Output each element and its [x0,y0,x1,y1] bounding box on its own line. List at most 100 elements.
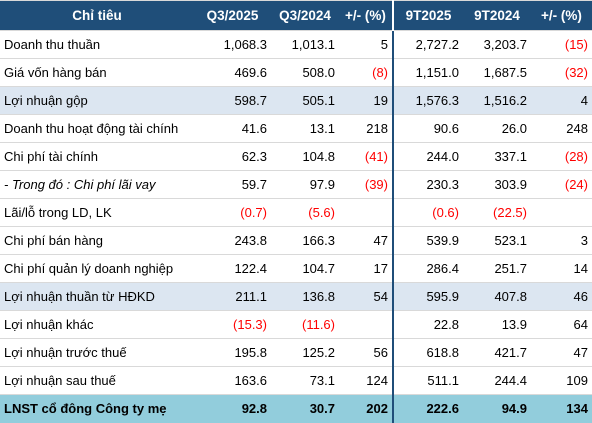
header-q-change: +/- (%) [339,0,393,31]
header-q3-2024: Q3/2024 [271,0,339,31]
cell-q3-2024: 97.9 [271,170,339,199]
cell-q3-2024: 1,013.1 [271,30,339,59]
cell-q3-2025: 92.8 [194,394,271,423]
table-row: Chi phí quản lý doanh nghiệp 122.4 104.7 17… [0,254,592,283]
cell-9t-change: (24) [531,170,592,199]
cell-q-change: 5 [339,30,393,59]
cell-9t2024: 94.9 [463,394,531,423]
cell-9t2024: 251.7 [463,254,531,283]
cell-q3-2024: 508.0 [271,58,339,87]
cell-q3-2025: 163.6 [194,366,271,395]
table-row: - Trong đó : Chi phí lãi vay 59.7 97.9 (39)… [0,170,592,199]
table-body: Doanh thu thuần 1,068.3 1,013.1 5 2,727.2 3,2… [0,30,592,423]
table-row: Lợi nhuận sau thuế 163.6 73.1 124 511.1 244.4… [0,366,592,395]
cell-q3-2025: (15.3) [194,310,271,339]
cell-q-change [339,310,393,339]
cell-q3-2025: (0.7) [194,198,271,227]
cell-9t2024: 13.9 [463,310,531,339]
cell-9t2024: 523.1 [463,226,531,255]
cell-9t-change [531,198,592,227]
row-label: Chi phí quản lý doanh nghiệp [0,254,194,283]
cell-q-change: 124 [339,366,393,395]
table-row: Chi phí tài chính 62.3 104.8 (41) 244.0 337.1… [0,142,592,171]
header-9t2024: 9T2024 [463,0,531,31]
header-9t-change: +/- (%) [531,0,592,31]
cell-q3-2025: 41.6 [194,114,271,143]
row-label: Lãi/lỗ trong LD, LK [0,198,194,227]
cell-9t2024: 1,516.2 [463,86,531,115]
header-9t2025: 9T2025 [392,0,463,31]
table-row: LNST cổ đông Công ty mẹ 92.8 30.7 202 222.6 9… [0,394,592,423]
cell-q3-2024: 73.1 [271,366,339,395]
cell-9t2025: 511.1 [392,366,463,395]
cell-9t2025: 22.8 [392,310,463,339]
cell-9t-change: 3 [531,226,592,255]
row-label: Lợi nhuận gộp [0,86,194,115]
cell-9t-change: (28) [531,142,592,171]
cell-9t2025: 2,727.2 [392,30,463,59]
row-label: LNST cổ đông Công ty mẹ [0,394,194,423]
cell-9t2025: 1,576.3 [392,86,463,115]
cell-9t2025: 618.8 [392,338,463,367]
cell-q3-2025: 243.8 [194,226,271,255]
cell-q3-2024: 13.1 [271,114,339,143]
cell-q3-2025: 195.8 [194,338,271,367]
cell-q3-2025: 211.1 [194,282,271,311]
cell-9t2024: 421.7 [463,338,531,367]
header-q3-2025: Q3/2025 [194,0,271,31]
cell-9t2024: 3,203.7 [463,30,531,59]
cell-q-change [339,198,393,227]
row-label: Doanh thu thuần [0,30,194,59]
cell-9t2025: 1,151.0 [392,58,463,87]
table-row: Doanh thu hoạt động tài chính 41.6 13.1 218… [0,114,592,143]
table-row: Chi phí bán hàng 243.8 166.3 47 539.9 523.1 3 [0,226,592,255]
cell-9t2024: 337.1 [463,142,531,171]
row-label: - Trong đó : Chi phí lãi vay [0,170,194,199]
cell-9t-change: 64 [531,310,592,339]
cell-q-change: 47 [339,226,393,255]
cell-9t2024: 303.9 [463,170,531,199]
cell-9t-change: 248 [531,114,592,143]
cell-q-change: 54 [339,282,393,311]
cell-q3-2025: 469.6 [194,58,271,87]
cell-q-change: (8) [339,58,393,87]
cell-9t-change: 134 [531,394,592,423]
cell-q-change: (39) [339,170,393,199]
cell-9t-change: 14 [531,254,592,283]
row-label: Giá vốn hàng bán [0,58,194,87]
cell-9t2025: 222.6 [392,394,463,423]
cell-9t2024: 26.0 [463,114,531,143]
cell-q-change: 19 [339,86,393,115]
table-row: Lợi nhuận thuần từ HĐKD 211.1 136.8 54 595.9… [0,282,592,311]
cell-q3-2025: 598.7 [194,86,271,115]
table-row: Doanh thu thuần 1,068.3 1,013.1 5 2,727.2 3,2… [0,30,592,59]
cell-9t2025: 244.0 [392,142,463,171]
cell-q3-2024: 166.3 [271,226,339,255]
cell-9t2025: 90.6 [392,114,463,143]
cell-9t2025: 539.9 [392,226,463,255]
table-row: Lợi nhuận khác (15.3) (11.6) 22.8 13.9 64 [0,310,592,339]
cell-q-change: 202 [339,394,393,423]
cell-q3-2025: 1,068.3 [194,30,271,59]
cell-q3-2025: 59.7 [194,170,271,199]
cell-q3-2025: 62.3 [194,142,271,171]
cell-9t-change: 46 [531,282,592,311]
cell-9t2025: 286.4 [392,254,463,283]
table-row: Giá vốn hàng bán 469.6 508.0 (8) 1,151.0 1,68… [0,58,592,87]
cell-q3-2024: 30.7 [271,394,339,423]
table-row: Lợi nhuận trước thuế 195.8 125.2 56 618.8 421… [0,338,592,367]
cell-9t2025: 595.9 [392,282,463,311]
row-label: Lợi nhuận trước thuế [0,338,194,367]
cell-9t2024: 407.8 [463,282,531,311]
row-label: Chi phí bán hàng [0,226,194,255]
cell-q-change: 56 [339,338,393,367]
row-label: Lợi nhuận sau thuế [0,366,194,395]
cell-9t-change: 109 [531,366,592,395]
row-label: Lợi nhuận thuần từ HĐKD [0,282,194,311]
header-indicator: Chỉ tiêu [0,0,194,31]
cell-9t2024: 1,687.5 [463,58,531,87]
cell-q3-2024: (5.6) [271,198,339,227]
table-row: Lợi nhuận gộp 598.7 505.1 19 1,576.3 1,516.2 4 [0,86,592,115]
cell-q3-2024: 104.8 [271,142,339,171]
